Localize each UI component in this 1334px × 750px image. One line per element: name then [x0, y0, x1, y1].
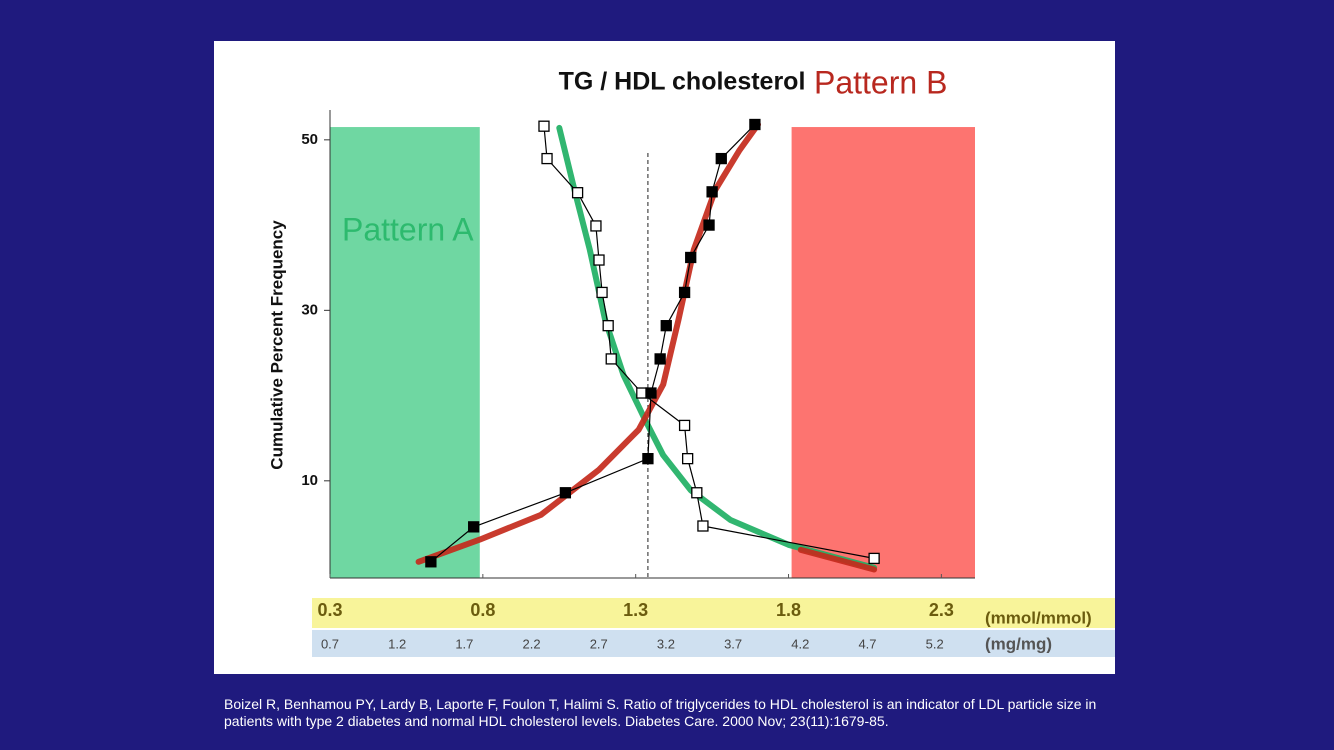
square-marker	[749, 118, 761, 131]
square-marker	[678, 286, 691, 299]
square-marker	[590, 220, 602, 232]
x-tick-label: 1.8	[776, 600, 801, 620]
mg-axis-band	[312, 630, 1115, 657]
square-marker	[645, 387, 657, 399]
band-label: Pattern A	[342, 211, 474, 247]
square-marker	[593, 254, 605, 266]
x2-tick-label: 3.2	[657, 636, 675, 651]
square-marker	[682, 453, 694, 465]
square-marker	[559, 487, 572, 499]
x2-tick-label: 2.2	[523, 636, 541, 651]
y-axis-label: Cumulative Percent Frequency	[267, 220, 286, 470]
square-marker	[715, 152, 727, 165]
x2-tick-label: 0.7	[321, 636, 339, 651]
square-marker	[654, 353, 666, 365]
square-marker	[605, 353, 617, 365]
pattern-band	[791, 127, 975, 578]
pattern-band	[330, 127, 480, 578]
square-marker	[468, 521, 480, 533]
square-marker	[697, 520, 709, 532]
square-marker	[571, 187, 584, 199]
square-marker	[642, 453, 654, 465]
x-tick-label: 2.3	[929, 600, 954, 620]
x2-tick-label: 4.7	[858, 636, 876, 651]
x2-axis-label: (mg/mg)	[985, 634, 1052, 653]
chart-panel: TG / HDL cholesterol Cumulative Percent …	[214, 41, 1115, 674]
y-tick-label: 50	[301, 131, 318, 148]
x2-tick-label: 2.7	[590, 636, 608, 651]
square-marker	[868, 552, 880, 565]
chart-title: TG / HDL cholesterol	[559, 68, 806, 96]
square-marker	[691, 487, 703, 499]
x-axis-label: (mmol/mmol)	[985, 608, 1092, 627]
square-marker	[636, 387, 648, 399]
square-marker	[596, 286, 608, 299]
square-marker	[678, 419, 691, 432]
square-marker	[706, 186, 718, 198]
square-marker	[602, 320, 614, 332]
x2-tick-label: 1.7	[455, 636, 473, 651]
x-tick-label: 1.3	[623, 600, 648, 620]
square-marker	[660, 320, 672, 332]
x2-tick-label: 4.2	[791, 636, 809, 651]
fit-curve	[415, 121, 878, 573]
square-marker	[425, 556, 437, 568]
x2-tick-label: 5.2	[926, 636, 944, 651]
band-label: Pattern B	[814, 64, 947, 100]
x2-tick-label: 1.2	[388, 636, 406, 651]
y-tick-label: 30	[301, 301, 318, 318]
x-tick-label: 0.3	[317, 600, 342, 620]
square-marker	[703, 219, 715, 231]
square-marker	[538, 120, 550, 132]
mmol-axis-band	[312, 598, 1115, 628]
square-marker	[541, 152, 553, 165]
x-tick-label: 0.8	[470, 600, 495, 620]
chart: TG / HDL cholesterol Cumulative Percent …	[267, 64, 1115, 657]
citation: Boizel R, Benhamou PY, Lardy B, Laporte …	[224, 696, 1097, 729]
x2-tick-label: 3.7	[724, 636, 742, 651]
square-marker	[685, 251, 697, 264]
y-tick-label: 10	[301, 472, 318, 489]
